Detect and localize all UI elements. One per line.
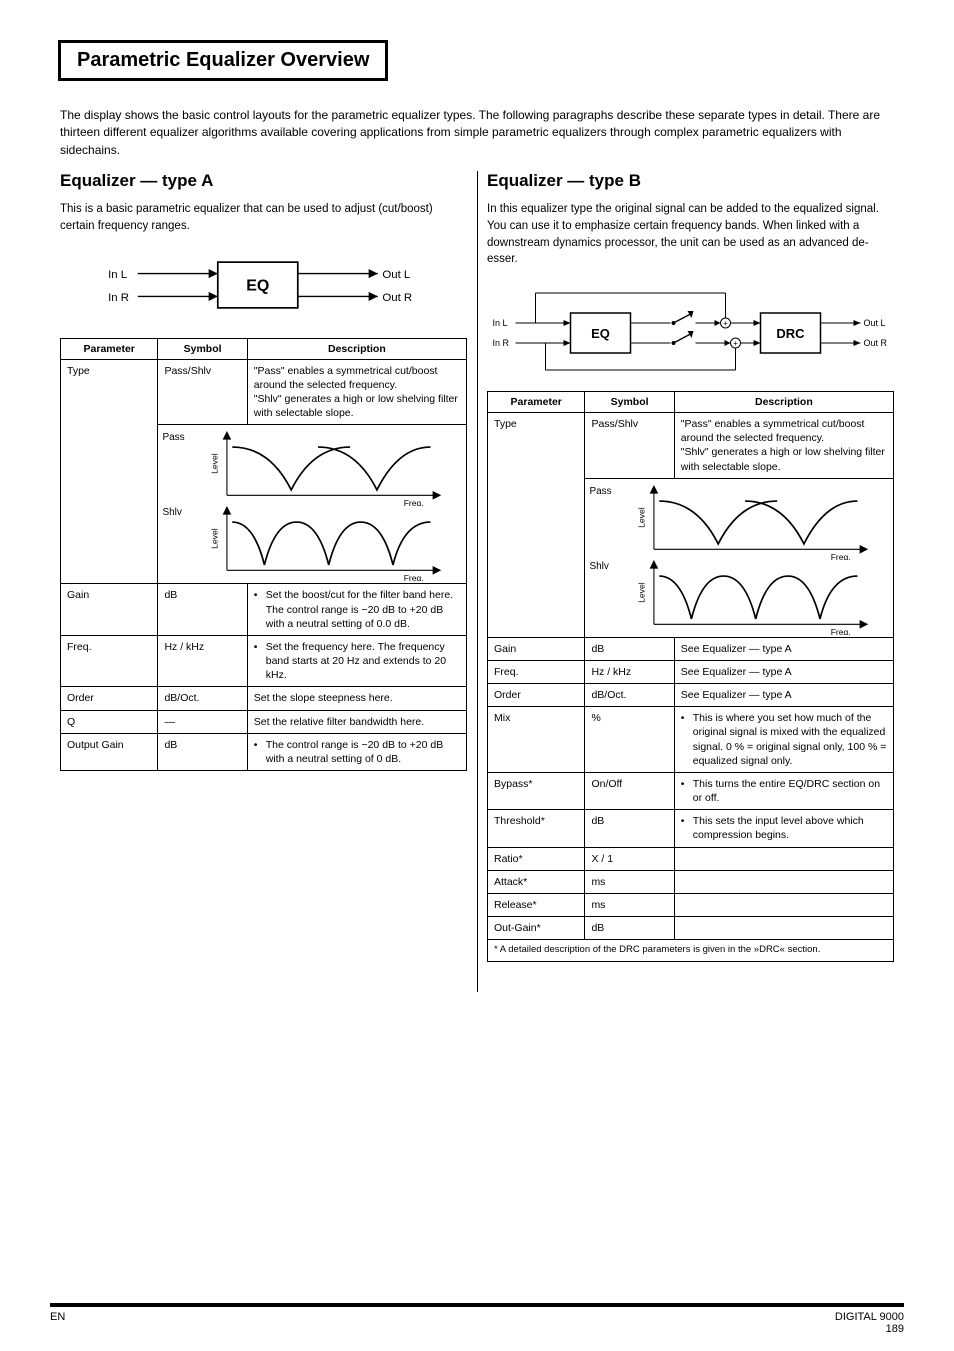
column-divider (477, 171, 478, 992)
cell-type-param: Type (61, 359, 158, 584)
th-symbol: Symbol (158, 338, 247, 359)
svg-text:+: + (723, 319, 728, 328)
svg-text:Freq.: Freq. (830, 552, 850, 560)
out-l-label: Out L (382, 269, 410, 281)
eq-type-a-diagram: EQ In L In R Out L Out R (60, 245, 467, 325)
svg-text:Out R: Out R (864, 338, 888, 348)
svg-text:Level: Level (636, 582, 646, 603)
svg-text:DRC: DRC (776, 326, 805, 341)
out-r-label: Out R (382, 292, 412, 304)
th-parameter: Parameter (61, 338, 158, 359)
in-r-label: In R (108, 292, 129, 304)
svg-text:Level: Level (209, 454, 219, 475)
svg-text:Freq.: Freq. (403, 498, 423, 506)
page-footer: EN DIGITAL 9000 189 (50, 1303, 904, 1335)
curve-pass-svg-r: Level Freq. (622, 485, 889, 560)
svg-text:EQ: EQ (591, 326, 610, 341)
svg-text:In R: In R (493, 338, 510, 348)
left-spec-table: Parameter Symbol Description Type Pass/S… (60, 338, 467, 772)
right-description: In this equalizer type the original sign… (487, 201, 894, 268)
svg-text:+: + (733, 339, 738, 348)
svg-text:Level: Level (209, 529, 219, 550)
page-title: Parametric Equalizer Overview (58, 40, 388, 81)
th-description: Description (247, 338, 466, 359)
svg-text:Level: Level (636, 507, 646, 528)
left-description: This is a basic parametric equalizer tha… (60, 201, 467, 234)
curve-shlv-svg: Level Freq. (195, 506, 462, 581)
right-heading: Equalizer — type B (487, 171, 894, 191)
left-heading: Equalizer — type A (60, 171, 467, 191)
footnote: * A detailed description of the DRC para… (488, 940, 894, 962)
svg-text:In L: In L (493, 318, 508, 328)
in-l-label: In L (108, 269, 127, 281)
svg-text:Out L: Out L (864, 318, 886, 328)
svg-text:Freq.: Freq. (403, 573, 423, 581)
curve-pass-svg: Level Freq. (195, 431, 462, 506)
svg-text:Freq.: Freq. (830, 627, 850, 635)
footer-lang: EN (50, 1311, 65, 1323)
eq-type-b-diagram: EQ DRC In L In R (487, 278, 894, 378)
curve-shlv-svg-r: Level Freq. (622, 560, 889, 635)
right-spec-table: Parameter Symbol Description Type Pass/S… (487, 391, 894, 962)
block-label: EQ (246, 277, 269, 294)
footer-product: DIGITAL 9000 (835, 1311, 904, 1323)
curve-pass-label: Pass (162, 431, 194, 506)
curve-shlv-label: Shlv (162, 506, 194, 581)
right-column: Equalizer — type B In this equalizer typ… (477, 171, 904, 962)
left-column: Equalizer — type A This is a basic param… (50, 171, 477, 962)
cell-type-values-h: Pass/Shlv (158, 359, 247, 425)
footer-pagenum: 189 (886, 1323, 904, 1335)
cell-type-values-t: "Pass" enables a symmetrical cut/boost a… (247, 359, 466, 425)
intro-text: The display shows the basic control layo… (60, 107, 894, 159)
